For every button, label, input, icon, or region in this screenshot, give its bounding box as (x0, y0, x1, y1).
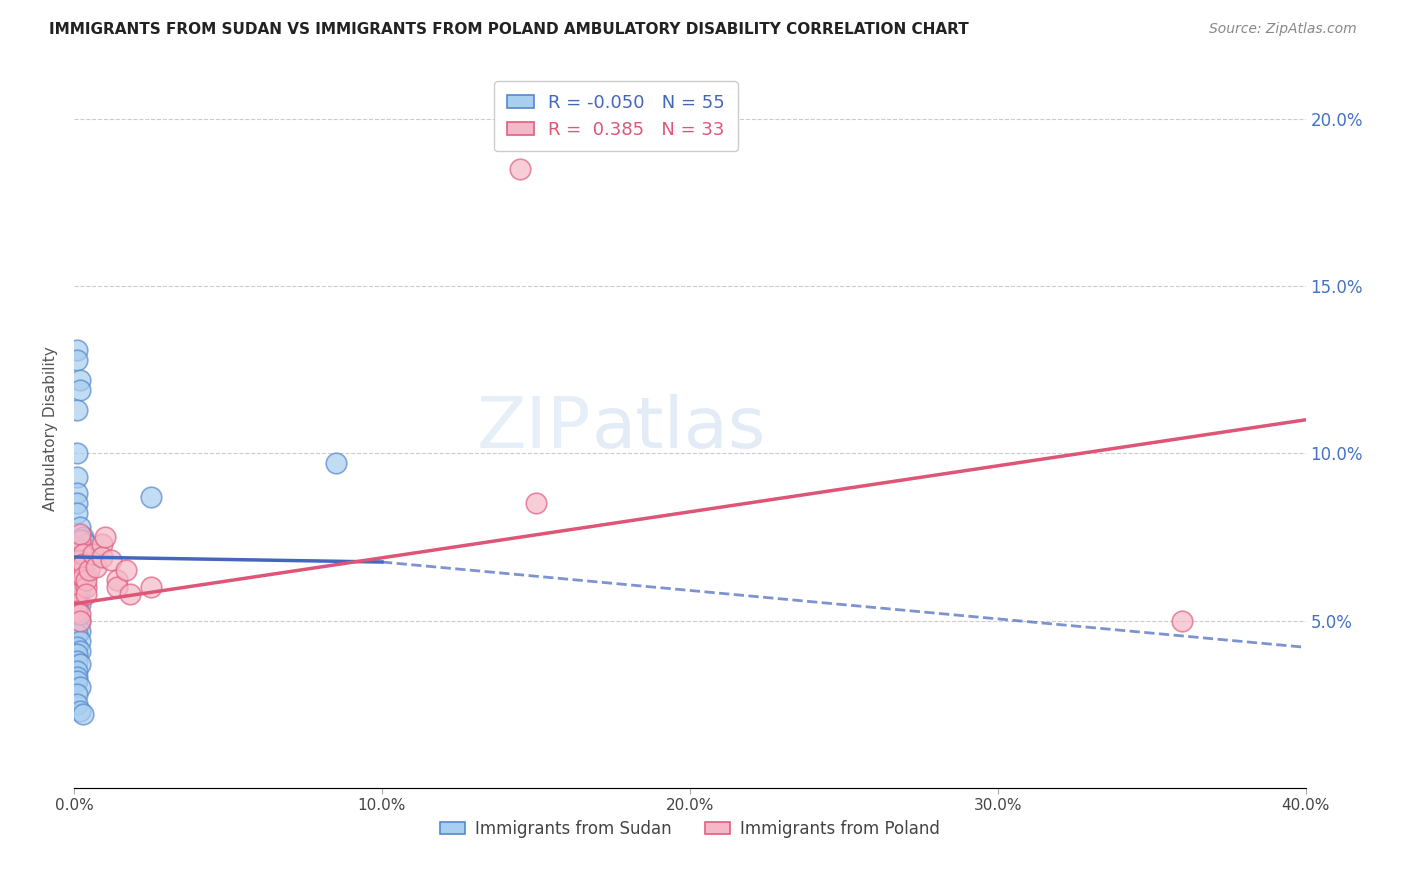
Point (66, 616, 89, 631)
Point (66, 687, 89, 701)
Point (66, 343, 89, 357)
Point (69, 614, 91, 628)
Point (69, 614, 91, 628)
Point (75, 574, 97, 588)
Point (66, 607, 89, 621)
Point (66, 597, 89, 611)
Point (69, 373, 91, 387)
Point (66, 507, 89, 521)
Point (69, 643, 91, 657)
Point (66, 587, 89, 601)
Point (69, 607, 91, 621)
Point (72, 530, 94, 544)
Point (66, 620, 89, 634)
Point (69, 560, 91, 574)
Point (75, 580, 97, 594)
Point (105, 574, 128, 588)
Point (72, 570, 94, 584)
Text: IMMIGRANTS FROM SUDAN VS IMMIGRANTS FROM POLAND AMBULATORY DISABILITY CORRELATIO: IMMIGRANTS FROM SUDAN VS IMMIGRANTS FROM… (49, 22, 969, 37)
Point (69, 681, 91, 695)
Point (69, 624, 91, 638)
Point (66, 600, 89, 615)
Point (66, 496, 89, 510)
Point (69, 383, 91, 397)
Point (1171, 614, 1194, 628)
Point (75, 587, 97, 601)
Point (72, 547, 94, 561)
Point (66, 574, 89, 588)
Point (72, 707, 94, 722)
Point (66, 673, 89, 688)
Text: ZIP: ZIP (477, 393, 592, 463)
Point (69, 533, 91, 548)
Point (69, 526, 91, 541)
Point (90, 549, 112, 564)
Point (66, 352, 89, 367)
Point (69, 583, 91, 598)
Point (66, 590, 89, 604)
Point (69, 543, 91, 558)
Point (75, 566, 97, 581)
Point (66, 603, 89, 617)
Point (66, 587, 89, 601)
Point (139, 580, 162, 594)
Point (75, 536, 97, 550)
Point (90, 536, 112, 550)
Point (69, 633, 91, 648)
Point (82, 547, 104, 561)
Point (66, 610, 89, 624)
Point (69, 543, 91, 558)
Point (66, 640, 89, 655)
Point (66, 627, 89, 641)
Point (66, 580, 89, 594)
Point (66, 570, 89, 584)
Point (79, 563, 101, 577)
Point (66, 593, 89, 607)
Legend: Immigrants from Sudan, Immigrants from Poland: Immigrants from Sudan, Immigrants from P… (433, 813, 946, 844)
Point (69, 553, 91, 567)
Point (100, 553, 122, 567)
Point (66, 570, 89, 584)
Point (66, 580, 89, 594)
Point (66, 697, 89, 711)
Point (66, 402, 89, 417)
Point (69, 520, 91, 534)
Point (72, 557, 94, 571)
Point (66, 469, 89, 483)
Point (69, 597, 91, 611)
Point (66, 670, 89, 684)
Point (115, 563, 138, 577)
Point (94, 530, 117, 544)
Point (509, 161, 531, 176)
Point (72, 563, 94, 577)
Point (66, 664, 89, 678)
Point (66, 576, 89, 591)
Point (66, 486, 89, 500)
Point (66, 654, 89, 668)
Point (69, 657, 91, 671)
Point (72, 533, 94, 548)
Point (66, 547, 89, 561)
Point (325, 456, 347, 470)
Point (66, 647, 89, 661)
Point (66, 540, 89, 554)
Point (66, 549, 89, 564)
Point (69, 704, 91, 718)
Point (524, 496, 547, 510)
Point (118, 587, 141, 601)
Point (66, 446, 89, 460)
Y-axis label: Ambulatory Disability: Ambulatory Disability (44, 346, 58, 510)
Point (72, 563, 94, 577)
Point (105, 580, 128, 594)
Point (139, 490, 162, 504)
Text: Source: ZipAtlas.com: Source: ZipAtlas.com (1209, 22, 1357, 37)
Point (84, 560, 107, 574)
Text: atlas: atlas (592, 393, 766, 463)
Point (69, 553, 91, 567)
